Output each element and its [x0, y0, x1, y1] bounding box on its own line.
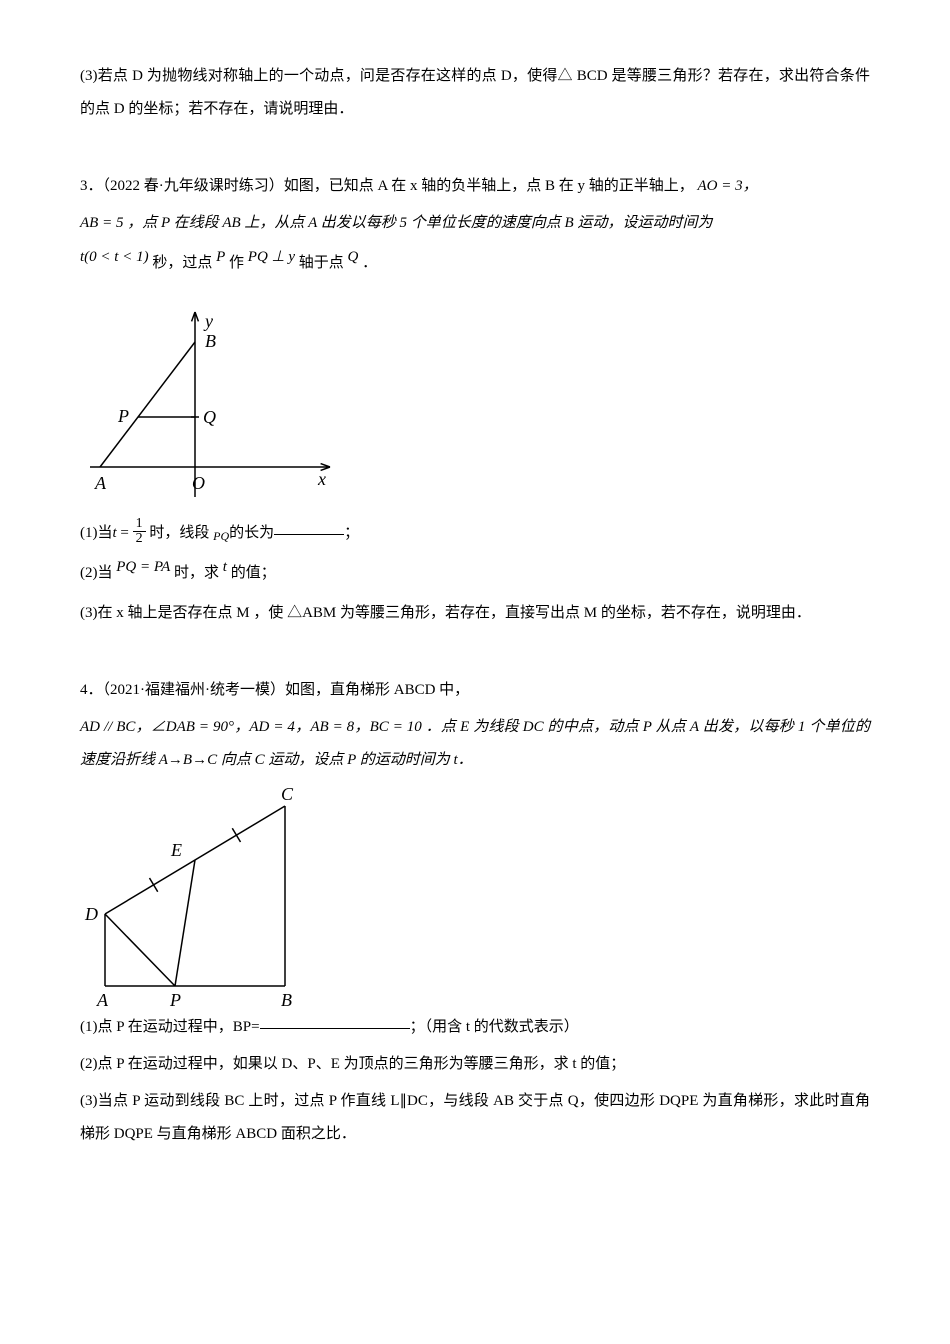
- q4-stem-b: AD // BC，∠DAB = 90°，AD = 4，AB = 8，BC = 1…: [80, 711, 870, 777]
- svg-text:B: B: [281, 990, 292, 1010]
- q3-p2-b: 时，求: [174, 565, 219, 581]
- q2-part3: (3)若点 D 为抛物线对称轴上的一个动点，问是否存在这样的点 D，使得△ BC…: [80, 60, 870, 126]
- q4-stem-a: 4．（2021·福建福州·统考一模）如图，直角梯形 ABCD 中，: [80, 674, 870, 707]
- q3-p1-eq: =: [117, 525, 133, 541]
- svg-text:C: C: [281, 784, 294, 804]
- q4-svg: A B C D E P: [80, 781, 310, 1011]
- q3-p2-t: t: [223, 559, 227, 575]
- svg-text:P: P: [117, 406, 129, 426]
- svg-text:P: P: [169, 990, 181, 1010]
- q3-svg: A Ox yB P Q: [80, 297, 340, 507]
- q3-p2-eq: PQ = PA: [116, 559, 170, 575]
- q3-p1-b: 时，线段: [149, 525, 209, 541]
- svg-text:B: B: [205, 331, 216, 351]
- q3-stem-text-a: 3．（2022 春·九年级课时练习）如图，已知点 A 在 x 轴的负半轴上，点 …: [80, 178, 694, 194]
- q3-p1-end: ；: [344, 525, 359, 541]
- svg-text:O: O: [192, 473, 205, 493]
- q3-p2-c: 的值；: [231, 565, 276, 581]
- q3-p1-frac: 12: [133, 517, 146, 546]
- q3-part1: (1)当t = 12 时，线段 PQ的长为；: [80, 517, 870, 550]
- spacer: [80, 634, 870, 674]
- q3-p1-c: 的长为: [229, 525, 274, 541]
- q3-zuo: 作: [229, 255, 244, 271]
- q3-p1-pq: PQ: [213, 529, 229, 543]
- q3-t-ineq: t(0 < t < 1): [80, 249, 149, 265]
- svg-text:A: A: [94, 473, 107, 493]
- spacer: [80, 130, 870, 170]
- q3-p1-blank: [274, 519, 344, 535]
- svg-text:E: E: [170, 840, 182, 860]
- q4-part3: (3)当点 P 运动到线段 BC 上时，过点 P 作直线 L∥DC，与线段 AB…: [80, 1085, 870, 1151]
- q3-end: ．: [362, 255, 377, 271]
- q3-p1-a: (1)当: [80, 525, 113, 541]
- q4-part2: (2)点 P 在运动过程中，如果以 D、P、E 为顶点的三角形为等腰三角形，求 …: [80, 1048, 870, 1081]
- q3-stem-ab: AB = 5 ，点 P 在线段 AB 上，从点 A 出发以每秒 5 个单位长度的…: [80, 215, 712, 231]
- spacer: [80, 287, 870, 297]
- q3-figure: A Ox yB P Q: [80, 297, 870, 507]
- q3-stem-2: AB = 5 ，点 P 在线段 AB 上，从点 A 出发以每秒 5 个单位长度的…: [80, 207, 870, 240]
- q4-stem-b-math: AD // BC，∠DAB = 90°，AD = 4，AB = 8，BC = 1…: [80, 719, 870, 768]
- svg-text:A: A: [96, 990, 109, 1010]
- svg-text:Q: Q: [203, 407, 216, 427]
- q3-axis: 轴于点: [299, 255, 344, 271]
- q3-stem-ao: AO = 3，: [698, 178, 758, 194]
- q3-pq-perp: PQ ⊥ y: [248, 249, 295, 265]
- q3-sec: 秒，过点: [152, 255, 212, 271]
- q3-part2: (2)当 PQ = PA 时，求 t 的值；: [80, 554, 870, 593]
- svg-text:x: x: [317, 469, 326, 489]
- q3-P: P: [216, 249, 225, 265]
- spacer: [80, 507, 870, 517]
- q4-part1: (1)点 P 在运动过程中，BP= ；（用含 t 的代数式表示）: [80, 1011, 870, 1044]
- q3-stem: 3．（2022 春·九年级课时练习）如图，已知点 A 在 x 轴的负半轴上，点 …: [80, 170, 870, 203]
- svg-text:D: D: [84, 904, 98, 924]
- q4-p1-blank: [260, 1013, 410, 1029]
- q3-Q: Q: [348, 249, 359, 265]
- q3-part3: (3)在 x 轴上是否存在点 M ，使 △ABM 为等腰三角形，若存在，直接写出…: [80, 597, 870, 630]
- q4-figure: A B C D E P: [80, 781, 870, 1011]
- q3-stem-3: t(0 < t < 1) 秒，过点 P 作 PQ ⊥ y 轴于点 Q ．: [80, 244, 870, 283]
- frac-den: 2: [133, 532, 146, 546]
- frac-num: 1: [133, 517, 146, 532]
- q3-p2-a: (2)当: [80, 565, 113, 581]
- svg-text:y: y: [203, 311, 213, 331]
- q4-p1-b: ；（用含 t 的代数式表示）: [410, 1019, 579, 1035]
- q4-p1-a: (1)点 P 在运动过程中，BP=: [80, 1019, 260, 1035]
